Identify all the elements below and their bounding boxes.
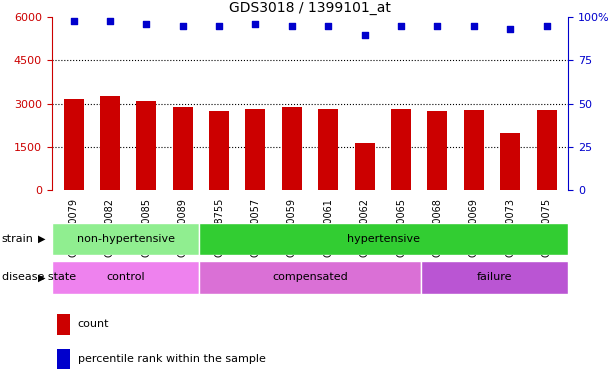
Bar bbox=[199, 261, 421, 294]
Bar bbox=[354, 144, 375, 190]
Point bbox=[142, 21, 151, 27]
Point bbox=[396, 23, 406, 29]
Point bbox=[542, 23, 551, 29]
Bar bbox=[282, 107, 302, 190]
Bar bbox=[57, 314, 70, 335]
Bar bbox=[318, 109, 338, 190]
Point bbox=[69, 18, 78, 24]
Bar bbox=[246, 109, 266, 190]
Point bbox=[250, 21, 260, 27]
Bar bbox=[57, 349, 70, 369]
Point bbox=[360, 31, 370, 38]
Text: count: count bbox=[78, 319, 109, 329]
Text: ▶: ▶ bbox=[38, 272, 46, 283]
Text: hypertensive: hypertensive bbox=[347, 234, 420, 244]
Bar bbox=[391, 109, 411, 190]
Bar bbox=[500, 133, 520, 190]
Title: GDS3018 / 1399101_at: GDS3018 / 1399101_at bbox=[229, 1, 391, 15]
Point bbox=[323, 23, 333, 29]
Bar bbox=[52, 223, 199, 255]
Text: compensated: compensated bbox=[272, 272, 348, 283]
Text: control: control bbox=[106, 272, 145, 283]
Bar bbox=[136, 101, 156, 190]
Point bbox=[178, 23, 187, 29]
Bar bbox=[464, 110, 484, 190]
Text: failure: failure bbox=[477, 272, 513, 283]
Bar bbox=[63, 99, 83, 190]
Bar bbox=[421, 261, 568, 294]
Point bbox=[287, 23, 297, 29]
Point bbox=[469, 23, 478, 29]
Text: ▶: ▶ bbox=[38, 234, 46, 244]
Text: disease state: disease state bbox=[2, 272, 76, 283]
Bar bbox=[173, 107, 193, 190]
Bar bbox=[537, 110, 557, 190]
Text: non-hypertensive: non-hypertensive bbox=[77, 234, 174, 244]
Bar bbox=[52, 261, 199, 294]
Point bbox=[214, 23, 224, 29]
Text: percentile rank within the sample: percentile rank within the sample bbox=[78, 354, 266, 364]
Bar bbox=[209, 111, 229, 190]
Text: strain: strain bbox=[2, 234, 33, 244]
Point bbox=[105, 18, 115, 24]
Point bbox=[505, 26, 515, 33]
Bar bbox=[100, 96, 120, 190]
Point bbox=[433, 23, 443, 29]
Bar bbox=[199, 223, 568, 255]
Bar bbox=[427, 111, 447, 190]
